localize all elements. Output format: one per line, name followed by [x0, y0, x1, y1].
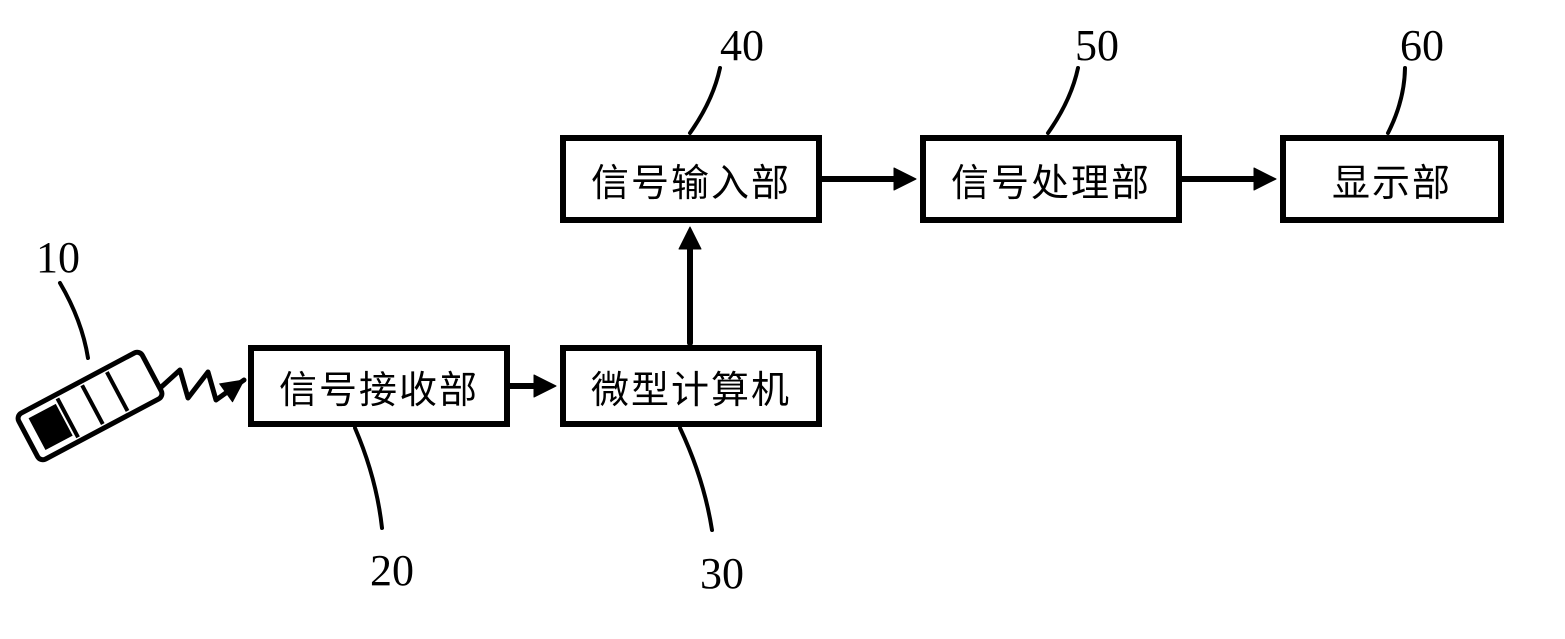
block-signal-receiver: 信号接收部 [248, 345, 510, 427]
block-label: 信号接收部 [279, 359, 479, 414]
ref-label-20: 20 [370, 545, 414, 596]
ref-label-50: 50 [1075, 20, 1119, 71]
connections-overlay [0, 0, 1565, 639]
block-label: 信号输入部 [591, 152, 791, 207]
ref-label-40: 40 [720, 20, 764, 71]
block-label: 显示部 [1332, 152, 1452, 207]
block-label: 微型计算机 [591, 359, 791, 414]
block-signal-input: 信号输入部 [560, 135, 822, 223]
ref-label-30: 30 [700, 548, 744, 599]
block-microcomputer: 微型计算机 [560, 345, 822, 427]
ref-label-10: 10 [36, 232, 80, 283]
ref-label-60: 60 [1400, 20, 1444, 71]
block-signal-processor: 信号处理部 [920, 135, 1182, 223]
block-label: 信号处理部 [951, 152, 1151, 207]
remote-control-icon [16, 350, 164, 462]
diagram-stage: 信号接收部 微型计算机 信号输入部 信号处理部 显示部 10 20 30 40 … [0, 0, 1565, 639]
block-display: 显示部 [1280, 135, 1504, 223]
